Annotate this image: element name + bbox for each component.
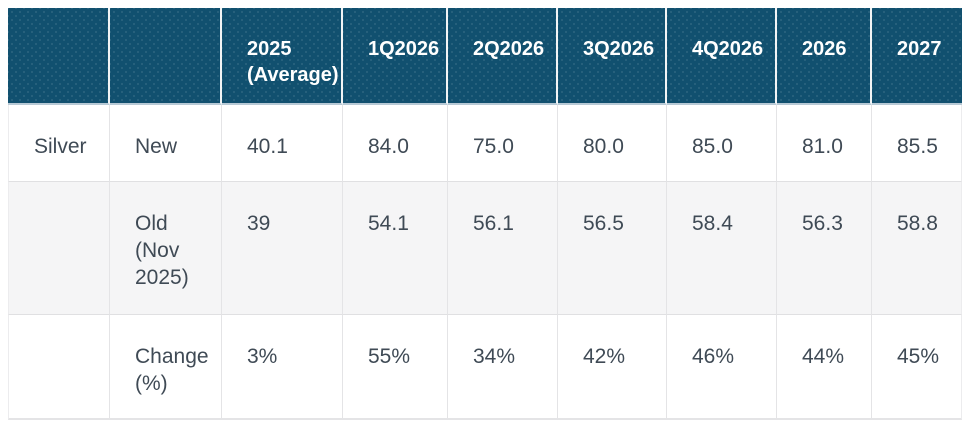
col-header-1q2026: 1Q2026 — [343, 8, 448, 105]
table-cell: 85.0 — [667, 105, 777, 182]
col-header-2027: 2027 — [872, 8, 962, 105]
table-cell: 85.5 — [872, 105, 962, 182]
table-cell: 58.4 — [667, 182, 777, 315]
table-cell: 56.5 — [558, 182, 667, 315]
table-cell: 58.8 — [872, 182, 962, 315]
table-header: 2025 (Average) 1Q2026 2Q2026 3Q2026 4Q20… — [8, 8, 962, 105]
table-cell: 44% — [777, 315, 872, 420]
table-cell: 84.0 — [343, 105, 448, 182]
table-cell: 56.1 — [448, 182, 558, 315]
table-cell: 34% — [448, 315, 558, 420]
table-cell: 54.1 — [343, 182, 448, 315]
table-row-change: Change (%) 3% 55% 34% 42% 46% 44% 45% — [8, 315, 962, 420]
forecast-table: 2025 (Average) 1Q2026 2Q2026 3Q2026 4Q20… — [8, 8, 962, 420]
table-cell: 46% — [667, 315, 777, 420]
col-header-3q2026: 3Q2026 — [558, 8, 667, 105]
table-cell: 56.3 — [777, 182, 872, 315]
series-label: New — [110, 105, 222, 182]
table-row-new: Silver New 40.1 84.0 75.0 80.0 85.0 81.0… — [8, 105, 962, 182]
table-cell: 3% — [222, 315, 343, 420]
table-cell: 39 — [222, 182, 343, 315]
table-body: Silver New 40.1 84.0 75.0 80.0 85.0 81.0… — [8, 105, 962, 420]
col-header-2026: 2026 — [777, 8, 872, 105]
header-row: 2025 (Average) 1Q2026 2Q2026 3Q2026 4Q20… — [8, 8, 962, 105]
col-header-series — [110, 8, 222, 105]
col-header-commodity — [8, 8, 110, 105]
table-cell: 81.0 — [777, 105, 872, 182]
table-cell: 75.0 — [448, 105, 558, 182]
table-cell: 40.1 — [222, 105, 343, 182]
col-header-4q2026: 4Q2026 — [667, 8, 777, 105]
table-cell: 45% — [872, 315, 962, 420]
table-cell: 55% — [343, 315, 448, 420]
table-cell: 42% — [558, 315, 667, 420]
commodity-label: Silver — [8, 105, 110, 182]
commodity-label — [8, 315, 110, 420]
series-label: Old (Nov 2025) — [110, 182, 222, 315]
col-header-2q2026: 2Q2026 — [448, 8, 558, 105]
table-row-old: Old (Nov 2025) 39 54.1 56.1 56.5 58.4 56… — [8, 182, 962, 315]
col-header-2025-average: 2025 (Average) — [222, 8, 343, 105]
table-cell: 80.0 — [558, 105, 667, 182]
commodity-label — [8, 182, 110, 315]
series-label: Change (%) — [110, 315, 222, 420]
